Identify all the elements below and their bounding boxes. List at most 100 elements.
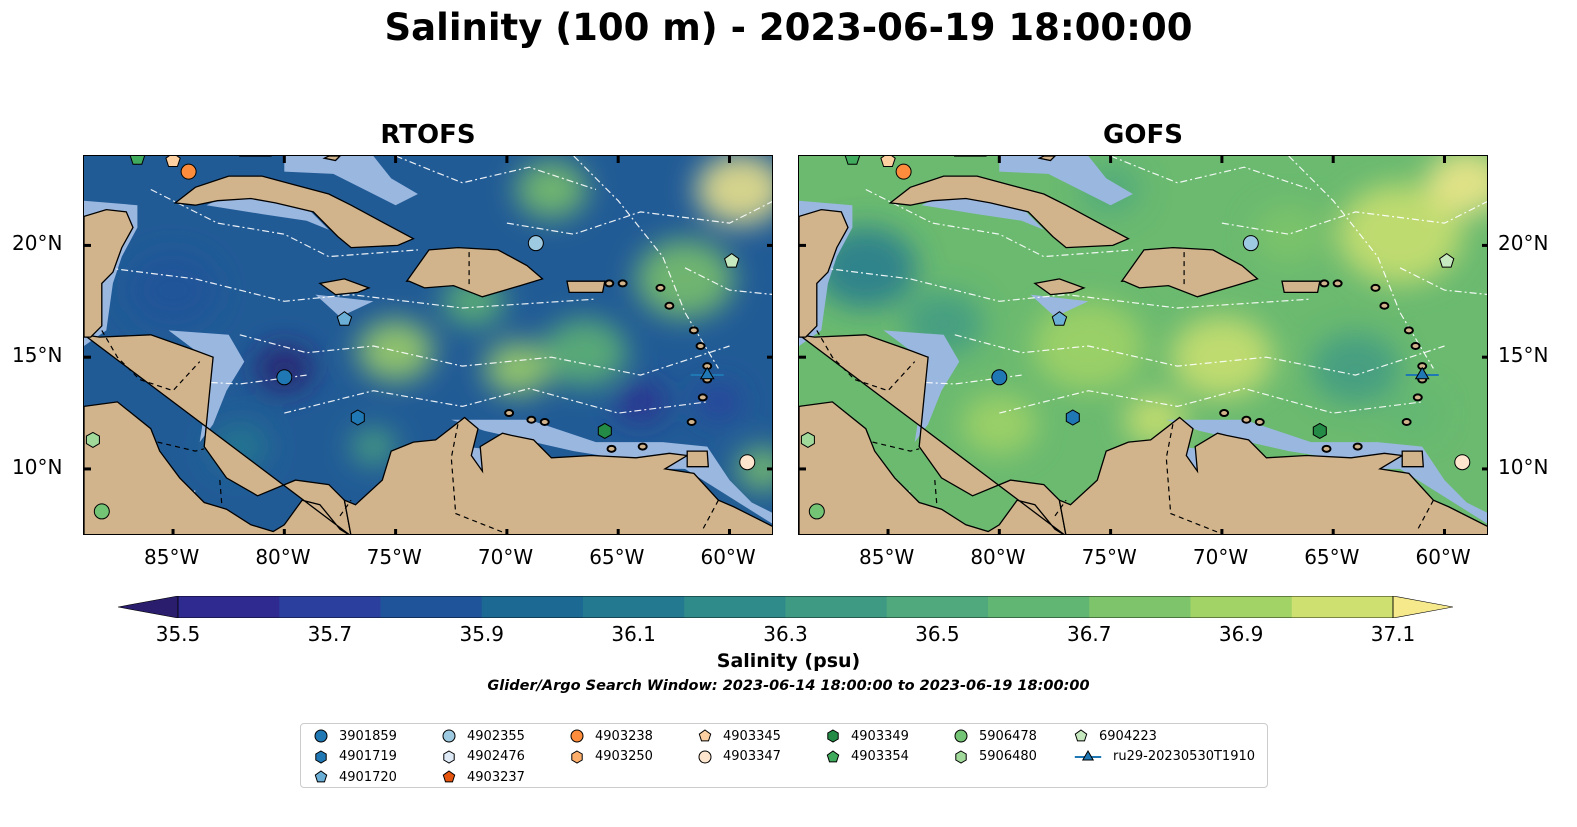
salinity-eddy [1310,332,1400,405]
float-marker-4903354[interactable] [129,156,146,165]
legend: 3901859 4901719 4901720 4902355 4902476 49032… [300,723,1268,788]
small-island [697,393,708,402]
float-marker-4903349[interactable] [597,422,612,439]
legend-entry-6904223[interactable]: 6904223 [1073,726,1157,746]
lon-label: 80°W [255,545,311,569]
legend-entry-4903345[interactable]: 4903345 [697,726,781,746]
land-cuba [173,175,415,249]
land-centralAmerica [799,334,1067,534]
colorbar-tick-label: 35.5 [155,622,201,646]
legend-marker-icon [315,749,327,764]
float-marker-4903345[interactable] [880,156,896,167]
float-marker-ru29-20230530T1910[interactable] [1405,366,1439,380]
legend-label: 4901720 [339,769,397,785]
float-marker-4903238[interactable] [895,163,912,180]
lon-label: 85°W [859,545,915,569]
legend-entry-4902476[interactable]: 4902476 [441,747,525,767]
shelf-venezuela [451,419,772,524]
legend-entry-4903250[interactable]: 4903250 [569,747,653,767]
country-border [816,330,916,392]
float-marker-6904223[interactable] [1439,252,1455,268]
land-hispaniola [405,246,544,298]
legend-entry-4903238[interactable]: 4903238 [569,726,653,746]
salinity-eddy [696,384,741,420]
legend-entry-4901719[interactable]: 4901719 [313,747,397,767]
float-marker-5906478[interactable] [808,503,825,520]
float-marker-3901859[interactable] [991,369,1008,386]
salinity-eddy [484,341,552,396]
legend-marker-icon [571,749,583,764]
legend-entry-4903354[interactable]: 4903354 [825,747,909,767]
eez-boundary-line [865,188,1133,258]
salinity-eddy [696,156,772,226]
panel-title-rtofs: RTOFS [380,120,476,150]
legend-entry-5906480[interactable]: 5906480 [953,747,1037,767]
float-marker-4903349[interactable] [1312,422,1327,439]
float-marker-5906478[interactable] [93,503,110,520]
salinity-eddy [515,160,588,219]
legend-marker-icon [443,749,455,764]
small-island [1319,279,1330,288]
colorbar-segment [1190,596,1293,618]
country-border [1054,499,1067,517]
lon-label: 75°W [366,545,422,569]
legend-label: 4901719 [339,749,397,764]
float-marker-4903345[interactable] [165,156,181,167]
float-marker-4902355[interactable] [1242,235,1259,252]
float-marker-5906480[interactable] [85,431,100,448]
salinity-eddy [1170,316,1274,399]
country-border [1417,499,1434,530]
float-marker-4901719[interactable] [350,409,365,426]
float-marker-6904223[interactable] [724,252,740,268]
legend-label: 4903250 [595,749,653,764]
legend-entry-4901720[interactable]: 4901720 [313,767,397,787]
rtofs-map-canvas [84,156,772,534]
legend-entry-4903237[interactable]: 4903237 [441,767,525,787]
colorbar-segment [178,596,280,618]
float-marker-3901859[interactable] [276,369,293,386]
float-marker-4901719[interactable] [1065,409,1080,426]
legend-entry-4903349[interactable]: 4903349 [825,726,909,746]
float-marker-4901720[interactable] [1051,311,1068,326]
legend-label: 6904223 [1099,728,1157,744]
legend-label: 4902476 [467,749,525,764]
small-island [526,415,537,424]
salinity-eddy [1382,389,1441,437]
land-centralAmerica [84,334,352,534]
float-marker-4903347[interactable] [739,454,756,471]
float-marker-5906480[interactable] [800,431,815,448]
colorbar-segment [1291,596,1394,618]
lon-label: 70°W [477,545,534,569]
colorbar-tick-label: 36.7 [1066,622,1112,646]
legend-entry-3901859[interactable]: 3901859 [313,726,397,746]
lat-label-right: 10°N [1498,454,1549,479]
map-rtofs[interactable] [83,155,773,535]
float-marker-4903354[interactable] [844,156,861,165]
float-marker-4903238[interactable] [180,163,197,180]
country-border [219,480,223,507]
land-bahamas1 [1037,156,1056,162]
legend-entry-4903347[interactable]: 4903347 [697,747,781,767]
land-trinidad [686,450,709,468]
small-island [604,279,615,288]
colorbar-tick-label: 36.9 [1218,622,1264,646]
float-marker-4903347[interactable] [1454,454,1471,471]
legend-marker-icon [1074,729,1088,742]
float-marker-4902355[interactable] [527,235,544,252]
legend-marker-icon [954,729,968,743]
legend-label: 4903354 [851,749,909,764]
colorbar-tick-label: 36.3 [763,622,808,646]
float-marker-ru29-20230530T1910[interactable] [690,366,724,380]
float-marker-4901720[interactable] [336,311,353,326]
legend-marker-icon [698,750,712,763]
eez-boundary-line [999,387,1423,414]
legend-entry-ru29-20230530T1910[interactable]: ru29-20230530T1910 [1073,747,1255,767]
map-gofs[interactable] [798,155,1488,535]
eez-boundary-line [150,188,418,258]
country-border [101,330,201,392]
lat-label-right: 15°N [1498,343,1549,368]
shelf-venezuela [1166,419,1487,524]
legend-entry-4902355[interactable]: 4902355 [441,726,525,746]
legend-entry-5906478[interactable]: 5906478 [953,726,1037,746]
legend-label: 5906478 [979,728,1037,744]
